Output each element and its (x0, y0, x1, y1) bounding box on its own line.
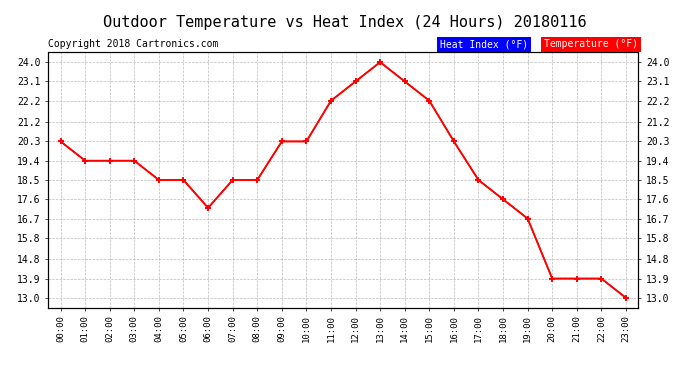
Text: Temperature (°F): Temperature (°F) (544, 39, 638, 50)
Text: Heat Index (°F): Heat Index (°F) (440, 39, 529, 50)
Text: Copyright 2018 Cartronics.com: Copyright 2018 Cartronics.com (48, 39, 219, 50)
Text: Outdoor Temperature vs Heat Index (24 Hours) 20180116: Outdoor Temperature vs Heat Index (24 Ho… (104, 15, 586, 30)
